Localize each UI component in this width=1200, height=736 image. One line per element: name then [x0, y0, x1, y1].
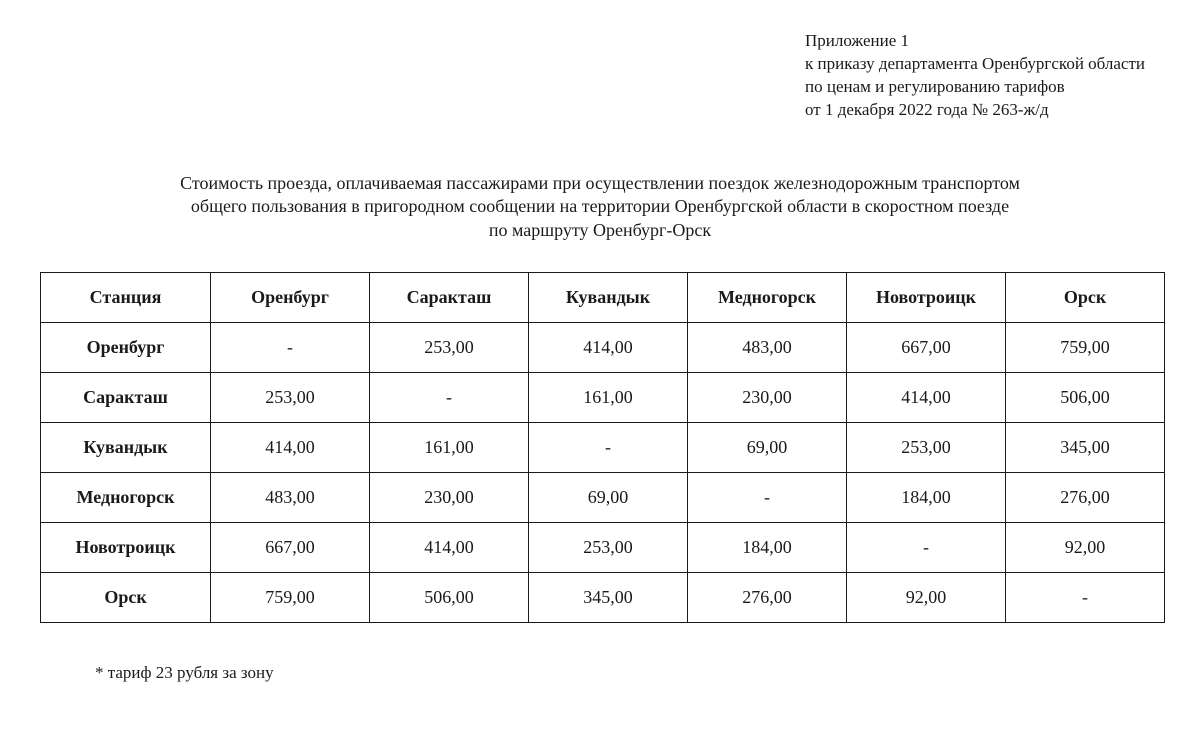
- header-line-1: Приложение 1: [805, 30, 1165, 53]
- fare-cell: 184,00: [688, 522, 847, 572]
- fare-cell: 506,00: [370, 572, 529, 622]
- header-block: Приложение 1 к приказу департамента Орен…: [805, 30, 1165, 122]
- fare-cell: 483,00: [211, 472, 370, 522]
- fare-cell: 69,00: [688, 422, 847, 472]
- col-header: Медногорск: [688, 272, 847, 322]
- fare-cell: 184,00: [847, 472, 1006, 522]
- row-header: Новотроицк: [41, 522, 211, 572]
- row-header: Саракташ: [41, 372, 211, 422]
- footnote: * тариф 23 рубля за зону: [95, 663, 1165, 683]
- fare-cell: 92,00: [1006, 522, 1165, 572]
- fare-cell: -: [1006, 572, 1165, 622]
- fare-cell: 253,00: [211, 372, 370, 422]
- fare-cell: 759,00: [1006, 322, 1165, 372]
- title-line-1: Стоимость проезда, оплачиваемая пассажир…: [75, 172, 1125, 195]
- title-block: Стоимость проезда, оплачиваемая пассажир…: [35, 172, 1165, 242]
- fare-cell: 506,00: [1006, 372, 1165, 422]
- table-row: Медногорск 483,00 230,00 69,00 - 184,00 …: [41, 472, 1165, 522]
- fare-cell: 161,00: [370, 422, 529, 472]
- fare-table: Станция Оренбург Саракташ Кувандык Медно…: [40, 272, 1165, 623]
- row-header: Медногорск: [41, 472, 211, 522]
- col-header: Новотроицк: [847, 272, 1006, 322]
- fare-cell: -: [370, 372, 529, 422]
- row-header: Орск: [41, 572, 211, 622]
- fare-cell: 483,00: [688, 322, 847, 372]
- header-line-3: по ценам и регулированию тарифов: [805, 76, 1165, 99]
- title-line-3: по маршруту Оренбург-Орск: [75, 219, 1125, 242]
- fare-cell: -: [211, 322, 370, 372]
- corner-cell: Станция: [41, 272, 211, 322]
- header-line-2: к приказу департамента Оренбургской обла…: [805, 53, 1165, 76]
- fare-cell: 345,00: [529, 572, 688, 622]
- table-header-row: Станция Оренбург Саракташ Кувандык Медно…: [41, 272, 1165, 322]
- fare-cell: 667,00: [847, 322, 1006, 372]
- table-row: Кувандык 414,00 161,00 - 69,00 253,00 34…: [41, 422, 1165, 472]
- header-line-4: от 1 декабря 2022 года № 263-ж/д: [805, 99, 1165, 122]
- col-header: Саракташ: [370, 272, 529, 322]
- fare-cell: 253,00: [847, 422, 1006, 472]
- fare-cell: 253,00: [370, 322, 529, 372]
- fare-cell: 253,00: [529, 522, 688, 572]
- fare-cell: 414,00: [529, 322, 688, 372]
- fare-cell: -: [529, 422, 688, 472]
- fare-cell: 230,00: [370, 472, 529, 522]
- fare-cell: 276,00: [688, 572, 847, 622]
- fare-cell: 414,00: [370, 522, 529, 572]
- table-row: Новотроицк 667,00 414,00 253,00 184,00 -…: [41, 522, 1165, 572]
- fare-cell: 345,00: [1006, 422, 1165, 472]
- title-line-2: общего пользования в пригородном сообщен…: [75, 195, 1125, 218]
- col-header: Кувандык: [529, 272, 688, 322]
- table-row: Орск 759,00 506,00 345,00 276,00 92,00 -: [41, 572, 1165, 622]
- fare-cell: 92,00: [847, 572, 1006, 622]
- fare-cell: 759,00: [211, 572, 370, 622]
- fare-cell: -: [847, 522, 1006, 572]
- fare-cell: 161,00: [529, 372, 688, 422]
- table-row: Оренбург - 253,00 414,00 483,00 667,00 7…: [41, 322, 1165, 372]
- table-row: Саракташ 253,00 - 161,00 230,00 414,00 5…: [41, 372, 1165, 422]
- col-header: Орск: [1006, 272, 1165, 322]
- fare-cell: -: [688, 472, 847, 522]
- fare-cell: 667,00: [211, 522, 370, 572]
- fare-cell: 414,00: [211, 422, 370, 472]
- fare-cell: 69,00: [529, 472, 688, 522]
- col-header: Оренбург: [211, 272, 370, 322]
- fare-cell: 414,00: [847, 372, 1006, 422]
- row-header: Кувандык: [41, 422, 211, 472]
- fare-cell: 276,00: [1006, 472, 1165, 522]
- fare-cell: 230,00: [688, 372, 847, 422]
- row-header: Оренбург: [41, 322, 211, 372]
